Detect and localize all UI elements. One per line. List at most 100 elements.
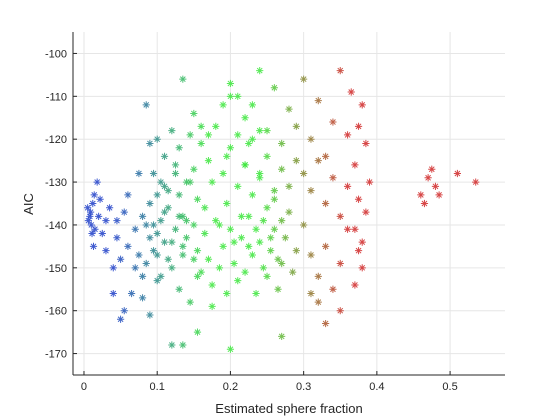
- data-point: [171, 169, 180, 178]
- data-point: [86, 212, 94, 220]
- data-point: [142, 101, 150, 109]
- data-point: [219, 169, 227, 178]
- data-point: [142, 221, 150, 229]
- data-point: [201, 204, 209, 212]
- data-point: [428, 165, 436, 173]
- data-point: [351, 225, 359, 233]
- data-point: [179, 251, 187, 259]
- data-point: [256, 169, 264, 178]
- data-point: [278, 139, 286, 148]
- data-point: [300, 75, 308, 83]
- data-point: [234, 277, 242, 285]
- data-point: [270, 84, 278, 92]
- data-point: [362, 208, 370, 216]
- data-point: [292, 157, 300, 165]
- data-point: [208, 281, 216, 289]
- data-point: [234, 131, 242, 139]
- data-point: [193, 247, 202, 255]
- data-point: [204, 131, 213, 139]
- data-point: [248, 191, 256, 199]
- data-point: [300, 221, 308, 229]
- data-point: [149, 247, 158, 255]
- x-tick-label: 0: [81, 381, 87, 393]
- data-point: [234, 92, 242, 100]
- data-point: [160, 182, 169, 190]
- data-point: [146, 139, 154, 148]
- data-point: [149, 169, 158, 178]
- axes: [72, 32, 505, 376]
- data-point: [215, 221, 224, 229]
- data-point: [175, 212, 183, 220]
- data-point: [263, 204, 271, 212]
- y-axis-title: AIC: [21, 193, 36, 215]
- data-point: [322, 319, 330, 328]
- data-point: [89, 199, 97, 208]
- data-point: [190, 221, 198, 229]
- data-point: [109, 264, 117, 272]
- data-point: [120, 307, 128, 315]
- data-point: [358, 264, 366, 272]
- data-point: [157, 272, 165, 280]
- data-point: [226, 79, 235, 88]
- data-point: [358, 238, 366, 246]
- data-point: [248, 251, 256, 259]
- data-point: [138, 294, 147, 302]
- data-point: [245, 242, 253, 250]
- data-point: [417, 191, 425, 199]
- data-point: [431, 182, 440, 190]
- data-point: [160, 238, 169, 246]
- data-point: [336, 307, 344, 315]
- data-point: [365, 178, 374, 186]
- data-point: [179, 75, 187, 83]
- data-point: [96, 195, 104, 203]
- data-point: [245, 139, 253, 148]
- data-point: [453, 169, 462, 178]
- data-point: [281, 234, 289, 242]
- data-point: [164, 187, 172, 195]
- data-point: [289, 268, 297, 276]
- data-point: [256, 174, 264, 182]
- data-point: [354, 247, 363, 255]
- data-point: [234, 182, 242, 190]
- data-point: [307, 251, 315, 259]
- data-point: [168, 341, 176, 349]
- data-point: [186, 298, 194, 306]
- data-point: [153, 277, 161, 285]
- data-point: [106, 204, 114, 212]
- data-point: [230, 259, 238, 268]
- x-tick-label: 0.4: [369, 381, 384, 393]
- data-point: [95, 212, 103, 220]
- data-point: [351, 281, 359, 289]
- data-point: [347, 88, 355, 96]
- x-axis-title: Estimated sphere fraction: [215, 401, 362, 416]
- data-point: [278, 259, 286, 268]
- data-point: [314, 157, 322, 165]
- y-tick-label: -120: [45, 134, 67, 146]
- data-point: [160, 208, 169, 216]
- data-point: [171, 161, 180, 169]
- data-point: [219, 242, 227, 250]
- y-tick-label: -140: [45, 220, 67, 232]
- data-point: [354, 195, 363, 203]
- data-point: [197, 122, 205, 130]
- data-point: [420, 199, 429, 208]
- data-point: [274, 255, 282, 263]
- data-point: [116, 255, 125, 263]
- y-tick-label: -130: [45, 177, 67, 189]
- data-point: [179, 242, 187, 250]
- tick-marks: 0 0.1 0.2 0.3 0.4 0.5 -170 -160 -150 -140 -130 -120…: [45, 48, 458, 393]
- data-point: [113, 234, 121, 242]
- data-point: [322, 199, 330, 208]
- data-point: [230, 238, 238, 246]
- data-point: [329, 118, 337, 126]
- data-point: [164, 255, 172, 263]
- data-point: [314, 97, 322, 105]
- data-point: [208, 178, 216, 186]
- data-point: [120, 208, 128, 216]
- data-point: [193, 195, 202, 203]
- data-point: [193, 328, 202, 336]
- data-point: [307, 289, 315, 298]
- data-point: [263, 272, 271, 280]
- data-point: [223, 199, 231, 208]
